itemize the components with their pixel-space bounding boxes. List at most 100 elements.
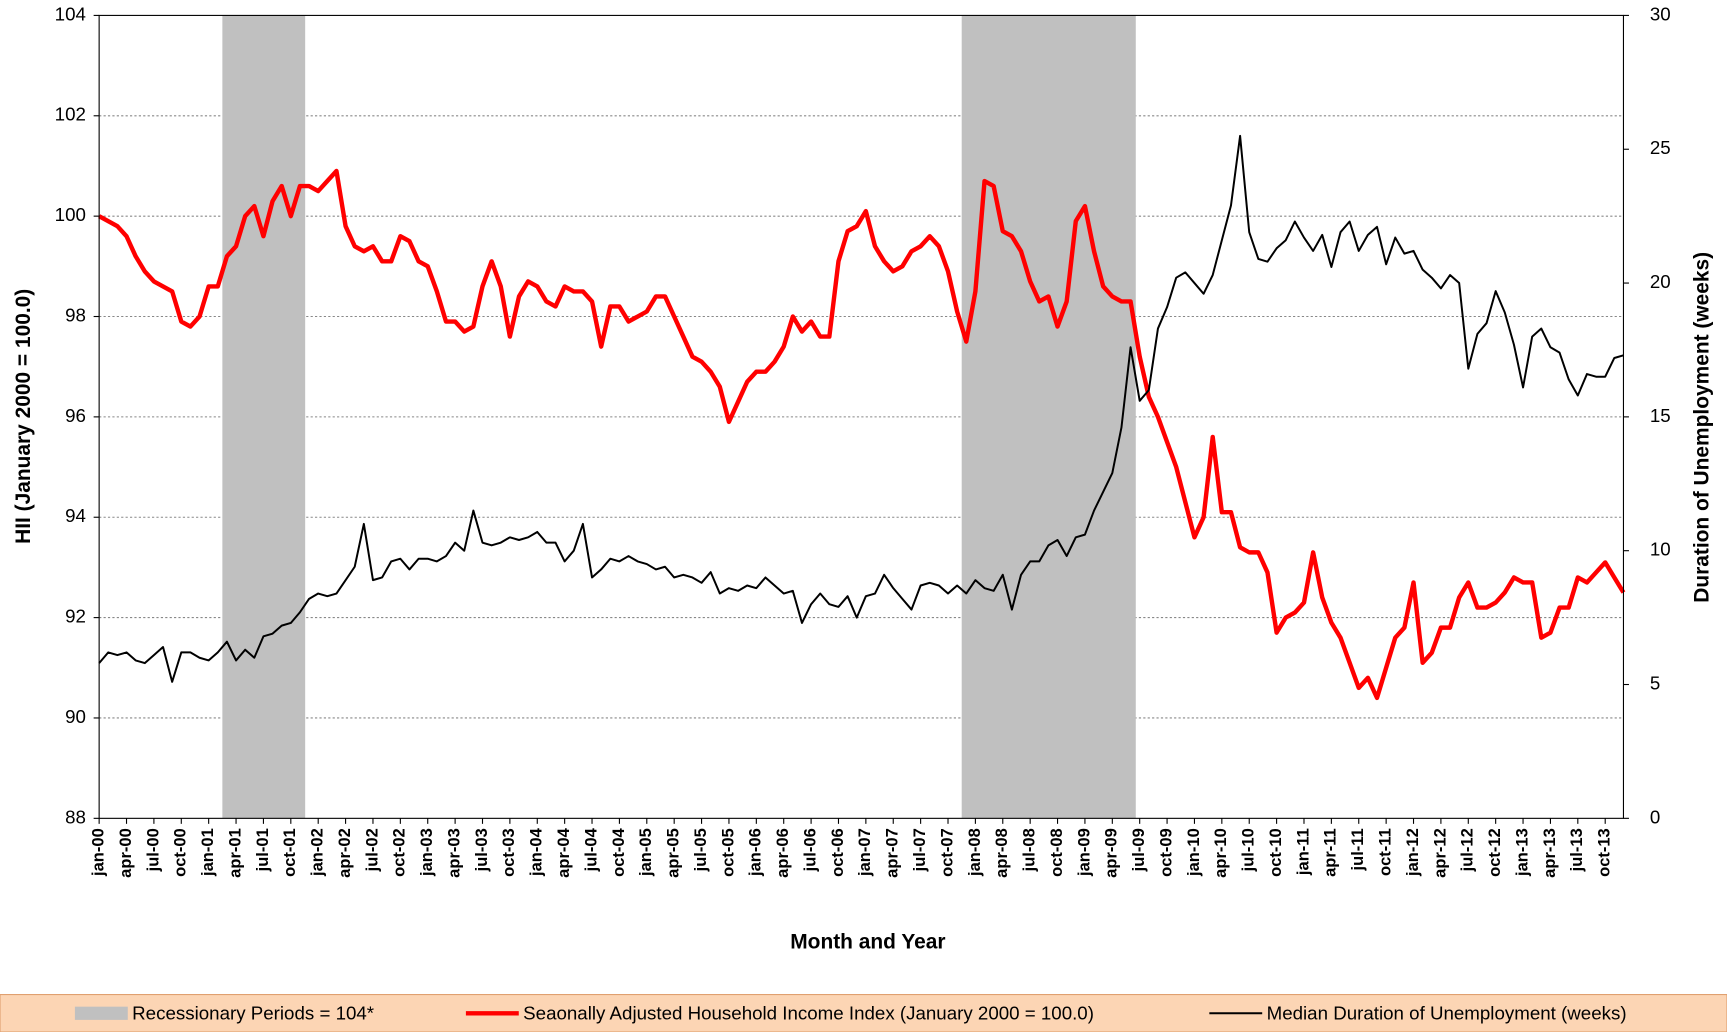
x-tick-label: jan-05	[636, 828, 655, 877]
recession-bar	[240, 15, 251, 819]
x-tick-label: jul-13	[1567, 828, 1586, 872]
x-tick-label: apr-13	[1540, 828, 1559, 878]
recession-bar	[1089, 15, 1100, 819]
legend-band	[0, 994, 1727, 1032]
recession-bar	[970, 15, 981, 819]
x-tick-label: oct-13	[1595, 828, 1614, 877]
y-tick-label: 100	[55, 204, 86, 225]
x-tick-label: oct-08	[1047, 828, 1066, 877]
x-tick-label: jul-06	[800, 828, 819, 872]
x-tick-label: apr-03	[444, 828, 463, 878]
x-tick-label: oct-05	[718, 828, 737, 877]
recession-bar	[295, 15, 306, 819]
y2-tick-label: 25	[1650, 137, 1671, 158]
x-tick-label: apr-07	[883, 828, 902, 878]
recession-bar	[277, 15, 287, 819]
x-tick-label: oct-07	[937, 828, 956, 877]
recession-bar	[286, 15, 297, 819]
x-tick-label: apr-02	[335, 828, 354, 878]
plot-border	[98, 14, 1625, 819]
recession-bar	[1071, 15, 1082, 819]
x-tick-label: jul-05	[691, 828, 710, 872]
x-tick-label: jul-02	[362, 828, 381, 872]
x-tick-label: jan-08	[965, 828, 984, 877]
recession-bar	[1062, 15, 1072, 819]
x-tick-label: oct-00	[171, 828, 190, 877]
recession-bar	[979, 15, 990, 819]
x-tick-label: apr-09	[1102, 828, 1121, 878]
x-tick-label: apr-04	[554, 827, 573, 877]
x-tick-label: apr-10	[1211, 828, 1230, 878]
recession-bar	[231, 15, 242, 819]
recession-bar	[1025, 15, 1036, 819]
x-tick-label: jan-07	[855, 828, 874, 877]
legend-label: Seaonally Adjusted Household Income Inde…	[523, 1002, 1094, 1023]
y2-tick-label: 0	[1650, 806, 1660, 827]
x-tick-label: oct-10	[1266, 828, 1285, 877]
recession-bar	[1043, 15, 1054, 819]
recession-bar	[1125, 15, 1136, 819]
y2-axis-title: Duration of Unemployment (weeks)	[1690, 252, 1713, 603]
x-tick-label: jul-09	[1129, 828, 1148, 872]
x-tick-label: oct-01	[280, 828, 299, 877]
y-tick-label: 90	[65, 706, 86, 727]
y-tick-label: 104	[55, 3, 86, 24]
y-tick-label: 88	[65, 806, 86, 827]
x-tick-label: apr-00	[116, 828, 135, 878]
recession-bar	[267, 15, 278, 819]
y-axis-title: HII (January 2000 = 100.0)	[12, 289, 35, 544]
x-tick-label: oct-11	[1375, 828, 1394, 876]
recession-bar	[222, 15, 233, 819]
recession-bar	[249, 15, 260, 819]
recession-bar	[258, 15, 269, 819]
x-tick-label: jul-04	[581, 827, 600, 872]
x-tick-label: jan-02	[308, 828, 327, 877]
x-tick-label: apr-01	[225, 828, 244, 878]
x-tick-label: jan-06	[746, 828, 765, 877]
x-tick-label: jul-01	[253, 828, 272, 872]
legend-label: Recessionary Periods = 104*	[132, 1002, 374, 1023]
recession-bar	[1080, 15, 1091, 819]
legend-swatch	[74, 1006, 128, 1020]
recession-bar	[989, 15, 999, 819]
recession-bar	[1034, 15, 1045, 819]
x-tick-label: jul-00	[143, 828, 162, 872]
x-tick-label: jan-12	[1403, 828, 1422, 877]
x-tick-label: jan-04	[527, 827, 546, 877]
recession-bar	[1007, 15, 1018, 819]
x-tick-label: jan-11	[1293, 828, 1312, 876]
x-tick-label: jan-00	[88, 828, 107, 877]
y-tick-label: 102	[55, 104, 86, 125]
recession-bar	[1016, 15, 1027, 819]
recession-bar	[1052, 15, 1063, 819]
x-tick-label: oct-09	[1156, 828, 1175, 877]
x-tick-label: apr-05	[664, 828, 683, 878]
x-tick-label: jan-13	[1512, 828, 1531, 877]
y-tick-label: 98	[65, 304, 86, 325]
x-tick-label: jul-12	[1458, 828, 1477, 872]
x-tick-label: jul-08	[1020, 828, 1039, 872]
y-tick-label: 92	[65, 606, 86, 627]
series-line	[98, 168, 1626, 701]
recession-bar	[1098, 15, 1109, 819]
recession-bar	[1107, 15, 1118, 819]
y-tick-label: 96	[65, 405, 86, 426]
x-tick-label: oct-04	[609, 827, 628, 876]
y2-tick-label: 20	[1650, 271, 1671, 292]
recession-bar	[998, 15, 1009, 819]
y2-tick-label: 15	[1650, 405, 1671, 426]
x-tick-label: oct-12	[1485, 828, 1504, 877]
y2-tick-label: 5	[1650, 672, 1660, 693]
y-tick-label: 94	[65, 505, 86, 526]
x-tick-label: jul-07	[910, 828, 929, 872]
x-tick-label: jul-03	[472, 828, 491, 872]
x-tick-label: jul-11	[1348, 828, 1367, 871]
recession-bar	[961, 15, 972, 819]
legend-label: Median Duration of Unemployment (weeks)	[1267, 1002, 1627, 1023]
x-tick-label: oct-03	[499, 828, 518, 877]
x-tick-label: oct-02	[390, 828, 409, 877]
x-tick-label: jan-10	[1184, 828, 1203, 877]
x-tick-label: apr-08	[992, 828, 1011, 878]
